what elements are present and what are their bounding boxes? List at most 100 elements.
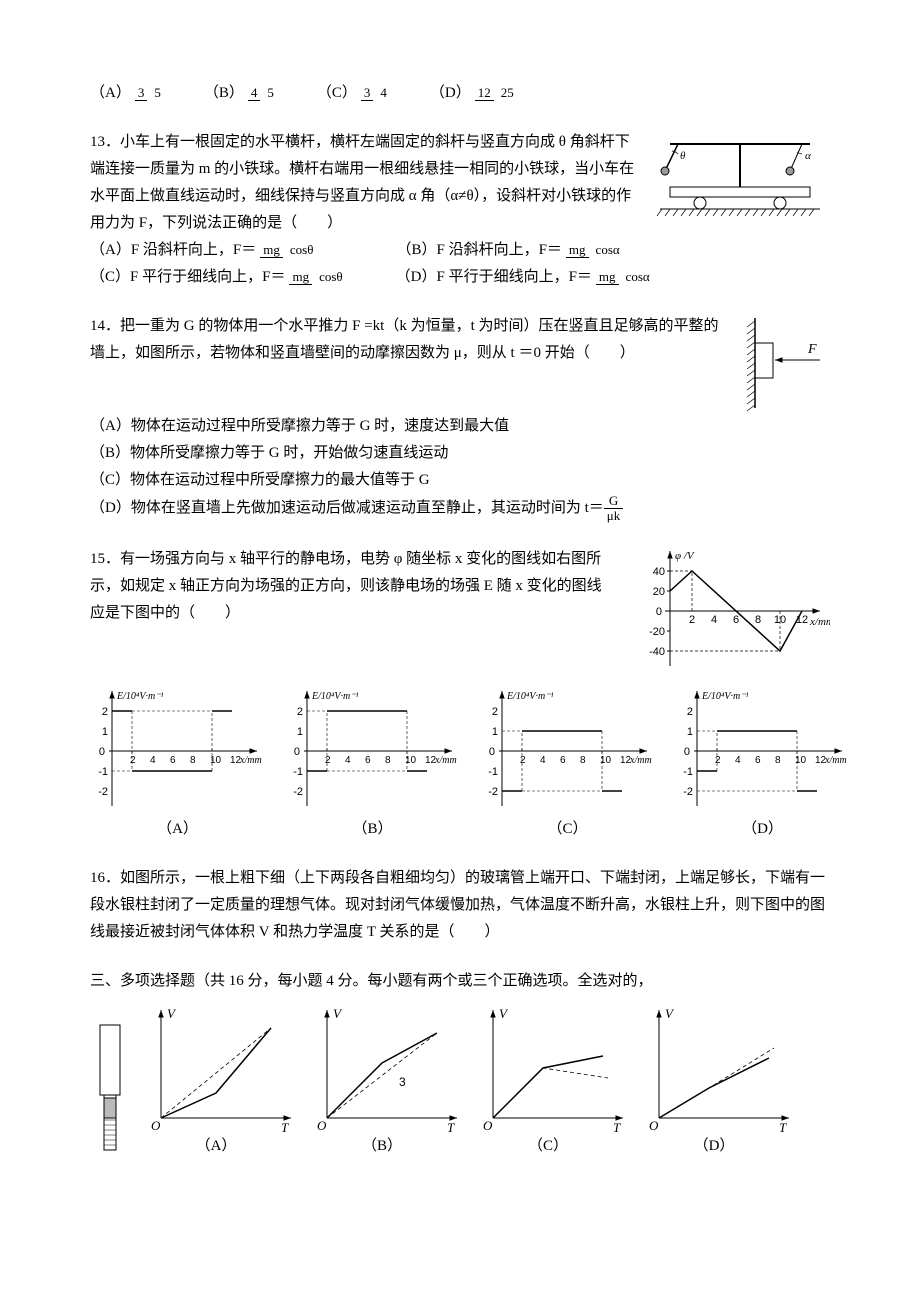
frac-num: 12: [475, 86, 494, 101]
svg-text:1: 1: [102, 726, 108, 738]
q15-phi-chart: φ /Vx/mm4020-20-40024681012: [630, 546, 830, 676]
frac-num: 3: [361, 86, 374, 101]
svg-text:V: V: [167, 1006, 177, 1021]
vt-chart-row: VTO（A） VTO3（B） VTO（C） VTO（D）: [90, 1003, 830, 1160]
q12-opts-row: （A）35 （B）45 （C）34 （D）1225: [90, 80, 830, 107]
svg-text:-1: -1: [98, 766, 108, 778]
q15-chart-c: E/10⁴V·m⁻¹x/mm21-1-2024681012: [480, 686, 655, 816]
svg-text:6: 6: [560, 755, 566, 766]
frac-den: 4: [377, 86, 390, 100]
svg-text:2: 2: [689, 614, 695, 626]
svg-text:0: 0: [489, 746, 495, 758]
frac-num: G: [604, 494, 623, 509]
svg-text:3: 3: [399, 1075, 406, 1089]
svg-text:12: 12: [620, 755, 632, 766]
svg-text:0: 0: [656, 606, 662, 618]
svg-text:8: 8: [385, 755, 391, 766]
vt-chart-b: VTO3: [302, 1003, 462, 1133]
svg-text:V: V: [665, 1006, 675, 1021]
frac-num: mg: [566, 243, 589, 258]
q15-chart-a: E/10⁴V·m⁻¹x/mm21-1-2024681012: [90, 686, 265, 816]
q13-text: 小车上有一根固定的水平横杆，横杆左端固定的斜杆与竖直方向成 θ 角斜杆下端连接一…: [90, 134, 634, 231]
frac-den: 25: [498, 86, 517, 100]
opt-label: （B）: [204, 80, 244, 107]
frac-den: cosα: [593, 243, 623, 257]
chart-label: （D）: [675, 816, 850, 843]
svg-text:F: F: [807, 342, 817, 357]
svg-text:θ: θ: [680, 150, 686, 162]
svg-text:x/mm: x/mm: [434, 755, 457, 766]
svg-text:E/10⁴V·m⁻¹: E/10⁴V·m⁻¹: [506, 691, 553, 702]
svg-text:2: 2: [325, 755, 331, 766]
frac-den: 5: [151, 86, 164, 100]
svg-text:8: 8: [580, 755, 586, 766]
q14-opt-c: （C）物体在运动过程中所受摩擦力的最大值等于 G: [90, 467, 830, 494]
chart-label: （C）: [480, 816, 655, 843]
q13-opt-c: （C）F 平行于细线向上，F＝mgcosθ: [90, 264, 346, 291]
opt-text: （A）F 沿斜杆向上，F＝: [90, 237, 256, 264]
svg-text:0: 0: [684, 746, 690, 758]
svg-text:8: 8: [755, 614, 761, 626]
q12-opt-d: （D） 12 25: [430, 80, 517, 107]
q15-text: 有一场强方向与 x 轴平行的静电场，电势 φ 随坐标 x 变化的图线如右图所示，…: [90, 551, 602, 621]
q15-chart-d: E/10⁴V·m⁻¹x/mm21-1-2024681012: [675, 686, 850, 816]
svg-text:4: 4: [345, 755, 351, 766]
svg-text:T: T: [613, 1120, 621, 1133]
q13-opt-b: （B）F 沿斜杆向上，F＝ mgcosα: [396, 237, 622, 264]
opt-label: （A）: [90, 80, 131, 107]
svg-text:E/10⁴V·m⁻¹: E/10⁴V·m⁻¹: [701, 691, 748, 702]
frac-den: cosθ: [316, 270, 346, 284]
svg-text:2: 2: [520, 755, 526, 766]
svg-text:12: 12: [815, 755, 827, 766]
svg-text:-2: -2: [293, 786, 303, 798]
section3-title: 三、多项选择题（共 16 分，每小题 4 分。每小题有两个或三个正确选项。全选对…: [90, 968, 830, 995]
q16: 16．如图所示，一根上粗下细（上下两段各自粗细均匀）的玻璃管上端开口、下端封闭，…: [90, 865, 830, 946]
svg-text:6: 6: [170, 755, 176, 766]
svg-text:x/mm: x/mm: [239, 755, 262, 766]
svg-text:-40: -40: [649, 646, 665, 658]
q15-choice-row: E/10⁴V·m⁻¹x/mm21-1-2024681012（A） E/10⁴V·…: [90, 686, 830, 843]
chart-label: （A）: [90, 816, 265, 843]
opt-label: （C）: [317, 80, 357, 107]
svg-text:4: 4: [735, 755, 741, 766]
svg-text:-2: -2: [488, 786, 498, 798]
opt-label: （D）: [430, 80, 471, 107]
svg-text:O: O: [317, 1118, 327, 1133]
svg-text:2: 2: [492, 706, 498, 718]
svg-text:O: O: [151, 1118, 161, 1133]
q14: 14．把一重为 G 的物体用一个水平推力 F =kt（k 为恒量，t 为时间）压…: [90, 313, 830, 524]
q14-opt-d: （D）物体在竖直墙上先做加速运动后做减速运动直至静止，其运动时间为 t＝Gμk: [90, 494, 830, 524]
q13-num: 13．: [90, 134, 120, 150]
opt-text: （B）F 沿斜杆向上，F＝: [396, 237, 561, 264]
svg-text:-2: -2: [683, 786, 693, 798]
svg-text:2: 2: [715, 755, 721, 766]
q13-opt-a: （A）F 沿斜杆向上，F＝mgcosθ: [90, 237, 316, 264]
svg-text:6: 6: [755, 755, 761, 766]
svg-text:12: 12: [230, 755, 242, 766]
frac-num: 4: [248, 86, 261, 101]
q15: 15．有一场强方向与 x 轴平行的静电场，电势 φ 随坐标 x 变化的图线如右图…: [90, 546, 830, 843]
q12-options: （A）35 （B）45 （C）34 （D）1225: [90, 80, 830, 107]
tube-figure: [90, 1020, 130, 1160]
svg-text:4: 4: [150, 755, 156, 766]
chart-label: （C）: [468, 1133, 628, 1160]
svg-text:0: 0: [99, 746, 105, 758]
svg-text:T: T: [281, 1120, 289, 1133]
vt-chart-a: V T O: [136, 1003, 296, 1133]
q15-num: 15．: [90, 551, 120, 567]
svg-text:φ /V: φ /V: [675, 550, 695, 562]
svg-text:E/10⁴V·m⁻¹: E/10⁴V·m⁻¹: [116, 691, 163, 702]
q16-text: 如图所示，一根上粗下细（上下两段各自粗细均匀）的玻璃管上端开口、下端封闭，上端足…: [90, 870, 825, 940]
frac-den: cosθ: [287, 243, 317, 257]
svg-text:V: V: [333, 1006, 343, 1021]
svg-text:O: O: [483, 1118, 493, 1133]
svg-text:x/mm: x/mm: [809, 616, 830, 628]
svg-text:1: 1: [492, 726, 498, 738]
q14-opt-a: （A）物体在运动过程中所受摩擦力等于 G 时，速度达到最大值: [90, 413, 830, 440]
q15-chart-b: E/10⁴V·m⁻¹x/mm21-1-2024681012: [285, 686, 460, 816]
frac-den: cosα: [623, 270, 653, 284]
svg-text:0: 0: [294, 746, 300, 758]
chart-label: （D）: [634, 1133, 794, 1160]
q14-figure: F: [730, 313, 830, 413]
svg-text:6: 6: [365, 755, 371, 766]
